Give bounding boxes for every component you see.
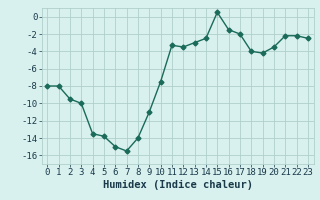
X-axis label: Humidex (Indice chaleur): Humidex (Indice chaleur) bbox=[103, 180, 252, 190]
